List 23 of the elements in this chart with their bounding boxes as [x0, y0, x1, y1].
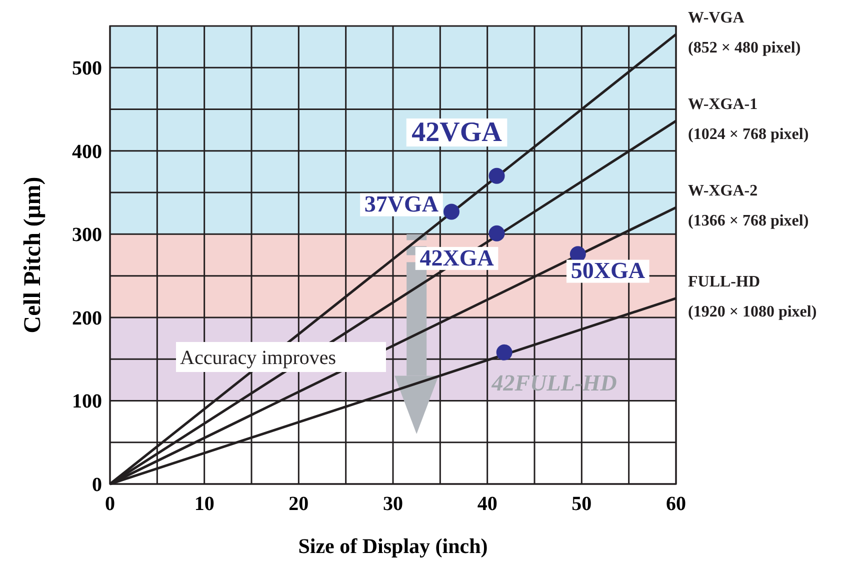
- y-axis-title: Cell Pitch (µm): [20, 176, 46, 334]
- y-tick-label: 0: [92, 474, 102, 496]
- annotation: 50XGA: [570, 258, 646, 284]
- series-label: W-VGA (852 × 480 pixel): [688, 9, 801, 56]
- y-tick-label: 100: [72, 390, 102, 413]
- x-axis-title: Size of Display (inch): [298, 534, 488, 558]
- x-tick-label: 40: [477, 493, 498, 515]
- series-label: W-XGA-2 (1366 × 768 pixel): [688, 182, 809, 230]
- x-tick-label: 50: [572, 493, 592, 515]
- x-tick-label: 10: [194, 493, 214, 515]
- y-tick-label: 500: [72, 58, 102, 80]
- annotation: 42VGA: [412, 116, 503, 148]
- y-tick-label: 200: [72, 307, 102, 330]
- x-tick-label: 60: [666, 493, 686, 515]
- x-tick-label: 20: [288, 493, 309, 515]
- annotation: 37VGA: [364, 192, 439, 217]
- y-tick-label: 400: [72, 140, 102, 163]
- annotation: 42XGA: [420, 245, 494, 270]
- series-label: W-XGA-1 (1024 × 768 pixel): [688, 96, 809, 143]
- x-tick-label: 30: [383, 493, 403, 515]
- series-label: FULL-HD (1920 × 1080 pixel): [688, 273, 817, 320]
- annotation: Accuracy improves: [180, 347, 336, 369]
- y-tick-label: 300: [72, 224, 102, 246]
